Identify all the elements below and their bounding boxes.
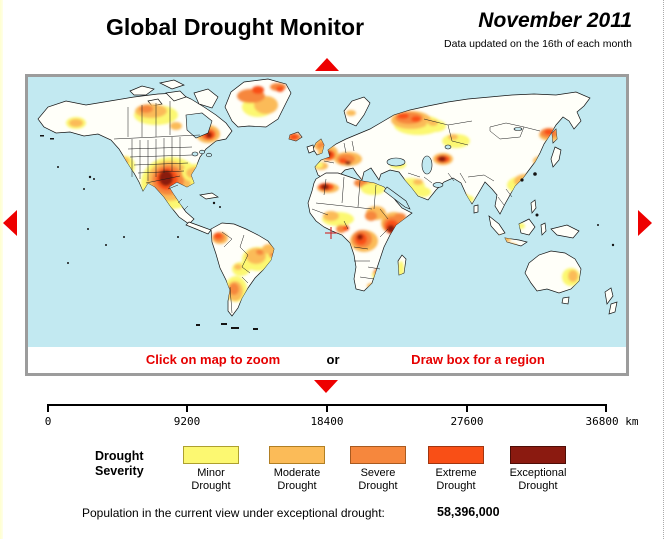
pan-up-arrow-icon[interactable]: [315, 58, 339, 71]
population-value: 58,396,000: [437, 505, 500, 519]
small-islands: [40, 135, 615, 330]
legend-item-exceptional: Exceptional Drought: [498, 446, 578, 493]
page-title: Global Drought Monitor: [105, 14, 365, 40]
country-borders: [113, 101, 541, 314]
scale-label: 18400: [310, 415, 344, 428]
or-label: or: [326, 352, 340, 367]
legend-title: Drought Severity: [95, 449, 144, 478]
legend-item-moderate: Moderate Drought: [257, 446, 337, 493]
scale-tick: [466, 406, 468, 412]
draw-box-label: Draw box for a region: [411, 352, 545, 367]
legend-item-extreme: Extreme Drought: [416, 446, 496, 493]
page-right-border: [663, 0, 664, 539]
minor-drought-swatch: [183, 446, 239, 464]
population-label: Population in the current view under exc…: [82, 506, 385, 520]
inland-seas: [185, 112, 523, 210]
scale-tick: [326, 406, 328, 412]
map-frame: Click on map to zoom or Draw box for a r…: [25, 74, 629, 376]
current-month-label: November 2011: [478, 9, 632, 32]
scale-label: 27600: [450, 415, 484, 428]
legend-item-minor: Minor Drought: [171, 446, 251, 493]
pan-right-arrow-icon[interactable]: [638, 210, 652, 236]
map-center-crosshair-icon: [325, 227, 337, 239]
page-left-border: [0, 0, 3, 539]
scale-label: 36800 km: [585, 415, 639, 428]
click-to-zoom-label: Click on map to zoom: [145, 352, 281, 367]
legend-item-severe: Severe Drought: [338, 446, 418, 493]
scale-tick: [47, 406, 49, 412]
scale-tick: [605, 406, 607, 412]
extreme-drought-swatch: [428, 446, 484, 464]
update-note: Data updated on the 16th of each month: [444, 38, 632, 50]
map-instruction-strip: Click on map to zoom or Draw box for a r…: [28, 347, 626, 373]
pan-down-arrow-icon[interactable]: [314, 380, 338, 393]
pan-left-arrow-icon[interactable]: [3, 210, 17, 236]
scale-label: 9200: [173, 415, 201, 428]
scale-label: 0: [44, 415, 52, 428]
severe-drought-swatch: [350, 446, 406, 464]
world-map[interactable]: [28, 77, 626, 347]
moderate-drought-swatch: [269, 446, 325, 464]
scale-tick: [186, 406, 188, 412]
distance-scale-bar: 0 9200 18400 27600 36800 km: [44, 404, 638, 432]
exceptional-drought-swatch: [510, 446, 566, 464]
